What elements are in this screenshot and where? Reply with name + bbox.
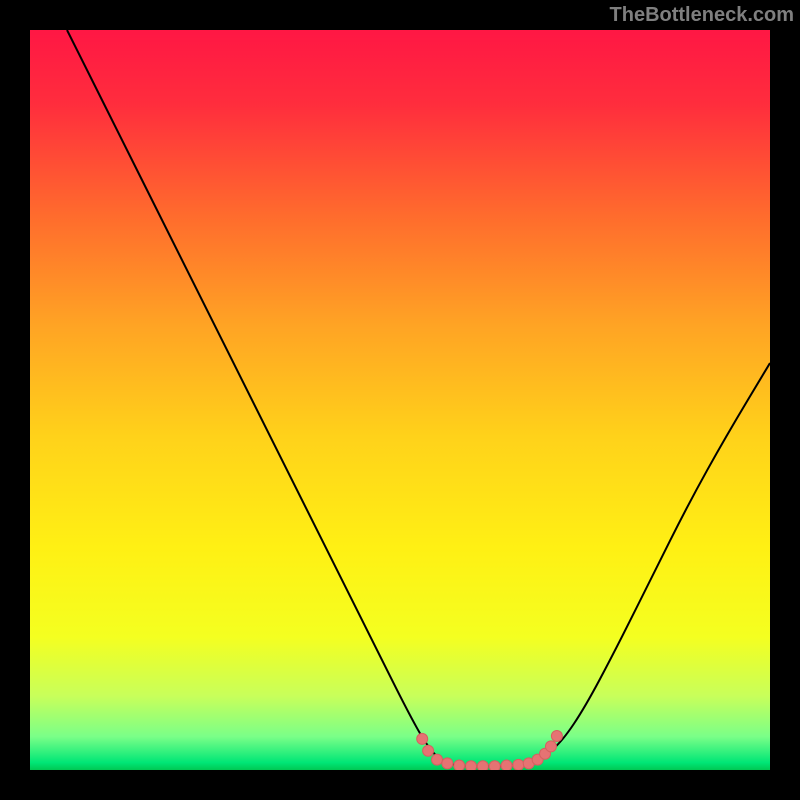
highlight-dot [454,760,465,770]
highlight-dot [551,730,562,741]
highlight-dot [423,745,434,756]
highlight-dot [417,733,428,744]
highlight-dot [477,761,488,770]
bottleneck-curve [67,30,770,766]
highlight-dot [442,758,453,769]
highlight-dot [432,754,443,765]
bottleneck-chart [30,30,770,770]
highlight-dot [513,759,524,770]
chart-curve-layer [30,30,770,770]
highlight-dot [501,760,512,770]
highlight-dot [545,741,556,752]
highlight-dots [417,730,563,770]
highlight-dot [466,761,477,770]
watermark: TheBottleneck.com [610,4,794,27]
highlight-dot [489,761,500,770]
